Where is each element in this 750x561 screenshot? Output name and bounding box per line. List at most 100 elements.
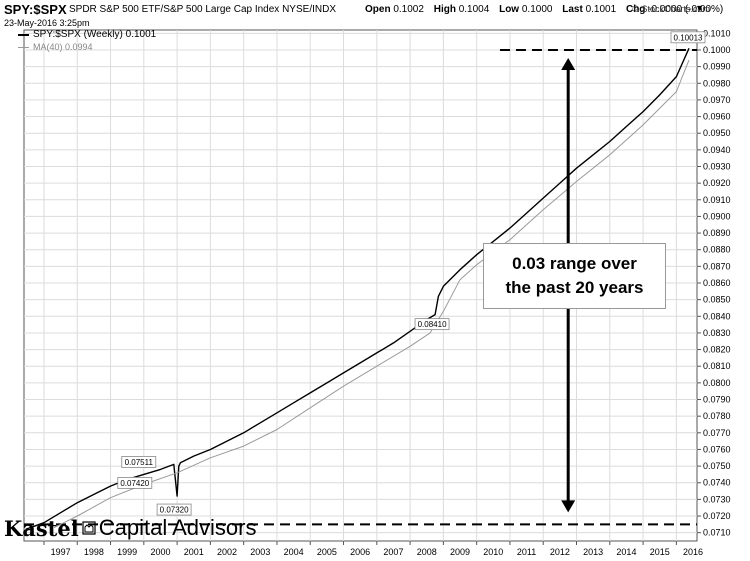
legend-item-ma: MA(40) 0.0994 — [18, 41, 156, 54]
y-tick-label: 0.0840 — [703, 311, 731, 321]
y-tick-label: 0.0990 — [703, 62, 731, 72]
chg-label: Chg — [625, 4, 646, 15]
stockcharts-credit[interactable]: © StockCharts.com — [632, 4, 710, 14]
y-tick-label: 0.0950 — [703, 128, 731, 138]
point-annotation: 0.07420 — [117, 477, 153, 489]
low-value: 0.1000 — [521, 4, 553, 15]
x-tick-label: 2008 — [417, 547, 437, 557]
dropdown-caret-icon[interactable]: ▼ — [695, 3, 704, 13]
range-callout: 0.03 range over the past 20 years — [483, 243, 666, 309]
symbol-description: SPDR S&P 500 ETF/S&P 500 Large Cap Index… — [69, 4, 336, 15]
x-tick-label: 2015 — [650, 547, 670, 557]
legend-swatch-ma — [18, 47, 29, 48]
y-tick-label: 0.0720 — [703, 511, 731, 521]
y-tick-label: 0.0740 — [703, 478, 731, 488]
x-tick-label: 2010 — [483, 547, 503, 557]
symbol-title: SPY:$SPX — [4, 2, 67, 17]
y-tick-label: 0.0820 — [703, 345, 731, 355]
annotation-label: 0.07320 — [160, 506, 189, 515]
x-tick-label: 1998 — [84, 547, 104, 557]
annotation-label: 0.07420 — [120, 479, 149, 488]
annotation-label: 0.10013 — [674, 33, 703, 42]
y-tick-label: 0.0710 — [703, 528, 731, 538]
high-label: High — [433, 4, 456, 15]
annotation-box — [156, 503, 192, 516]
last-label: Last — [562, 4, 583, 15]
last-value: 0.1001 — [585, 4, 617, 15]
x-tick-label: 2000 — [150, 547, 170, 557]
y-tick-label: 0.0940 — [703, 145, 731, 155]
y-tick-label: 0.0860 — [703, 278, 731, 288]
y-tick-label: 0.0790 — [703, 395, 731, 405]
x-tick-label: 2014 — [616, 547, 636, 557]
x-tick-label: 2007 — [383, 547, 403, 557]
annotation-box — [414, 318, 450, 331]
legend-label-price: SPY:$SPX (Weekly) 0.1001 — [33, 29, 157, 40]
brand-name-rest: Capital Advisors — [98, 515, 257, 540]
y-tick-label: 0.0780 — [703, 411, 731, 421]
x-tick-label: 2009 — [450, 547, 470, 557]
x-tick-label: 2005 — [317, 547, 337, 557]
y-tick-label: 0.0920 — [703, 178, 731, 188]
y-tick-label: 0.0770 — [703, 428, 731, 438]
x-tick-label: 2013 — [583, 547, 603, 557]
open-value: 0.1002 — [393, 4, 424, 15]
y-tick-label: 0.0830 — [703, 328, 731, 338]
annotation-box — [117, 477, 153, 489]
brand-name-bold: Kastel — [4, 515, 79, 541]
x-tick-label: 2001 — [184, 547, 204, 557]
point-annotation: 0.07511 — [121, 456, 157, 468]
y-tick-label: 0.0850 — [703, 295, 731, 305]
y-tick-label: 0.0900 — [703, 211, 731, 221]
y-tick-label: 0.0930 — [703, 161, 731, 171]
y-tick-label: 0.0960 — [703, 112, 731, 122]
y-tick-label: 0.0750 — [703, 461, 731, 471]
point-annotations: 0.07511 0.07420 0.07320 0.08410 0.10013 — [117, 31, 706, 516]
annotation-label: 0.08410 — [418, 320, 447, 329]
x-tick-label: 1997 — [51, 547, 71, 557]
x-tick-label: 2006 — [350, 547, 370, 557]
y-tick-label: 0.1000 — [703, 45, 731, 55]
legend-item-price: SPY:$SPX (Weekly) 0.1001 — [18, 28, 156, 41]
annotation-box — [670, 31, 706, 44]
chart-legend: SPY:$SPX (Weekly) 0.1001 MA(40) 0.0994 — [18, 28, 156, 54]
x-tick-label: 2002 — [217, 547, 237, 557]
y-tick-label: 0.0890 — [703, 228, 731, 238]
annotation-label: 0.07511 — [125, 458, 154, 467]
reference-lines — [24, 48, 697, 526]
y-tick-label: 0.0980 — [703, 78, 731, 88]
x-axis: 1997 1998 1999 2000 2001 2002 2003 2004 2005 2006… — [43, 541, 703, 557]
y-tick-label: 0.0870 — [703, 261, 731, 271]
point-annotation: 0.10013 — [670, 31, 706, 44]
range-arrow-head-up — [561, 57, 576, 70]
low-label: Low — [499, 4, 520, 15]
grid — [24, 30, 697, 541]
brand-mark-icon — [82, 521, 96, 535]
y-tick-label: 0.0910 — [703, 195, 731, 205]
x-tick-label: 2003 — [250, 547, 270, 557]
point-annotation: 0.07320 — [156, 503, 192, 516]
y-tick-label: 0.0730 — [703, 494, 731, 504]
brand-logo: Kastel Capital Advisors — [4, 515, 256, 541]
y-axis: 0.0710 0.0720 0.0730 0.0740 0.0750 0.0760 0.07… — [697, 28, 731, 538]
high-value: 0.1004 — [458, 4, 490, 15]
y-tick-label: 0.0760 — [703, 444, 731, 454]
y-tick-label: 0.0970 — [703, 95, 731, 105]
x-tick-label: 2016 — [683, 547, 703, 557]
annotation-box — [121, 456, 157, 468]
ohlc-readout: Open 0.1002 High 0.1004 Low 0.1000 Last … — [365, 4, 723, 15]
y-tick-label: 0.0880 — [703, 245, 731, 255]
x-tick-label: 2012 — [550, 547, 570, 557]
legend-swatch-price — [18, 33, 29, 36]
y-tick-label: 0.0800 — [703, 378, 731, 388]
x-tick-label: 2011 — [517, 547, 536, 557]
point-annotation: 0.08410 — [414, 318, 450, 331]
chg-value: -0.0000 (-0.00%) — [648, 4, 724, 15]
legend-label-ma: MA(40) 0.0994 — [33, 42, 93, 52]
range-arrow-head-down — [561, 500, 576, 513]
timestamp: 23-May-2016 3:25pm — [4, 18, 90, 28]
x-tick-label: 1999 — [117, 547, 137, 557]
x-tick-label: 2004 — [284, 547, 304, 557]
y-tick-label: 0.1010 — [703, 28, 731, 38]
ma40-series-line — [53, 59, 690, 529]
